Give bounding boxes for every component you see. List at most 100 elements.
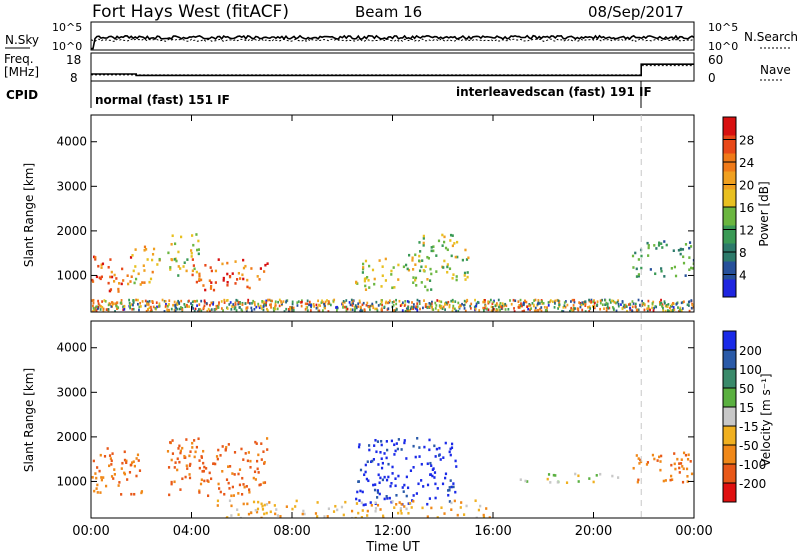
echo-cell — [691, 303, 694, 307]
echo-cell — [419, 250, 422, 253]
echo-cell — [407, 305, 409, 309]
echo-cell — [263, 270, 266, 273]
echo-cell — [361, 309, 364, 312]
power-colorbar-tick-label: 16 — [739, 201, 754, 215]
echo-cell — [143, 269, 146, 272]
echo-cell — [512, 298, 515, 302]
echo-cell — [246, 285, 249, 289]
echo-cell — [377, 304, 380, 307]
echo-cell — [451, 276, 454, 280]
echo-cell — [263, 481, 267, 484]
echo-cell — [109, 275, 112, 279]
echo-cell — [237, 492, 240, 495]
echo-cell — [97, 302, 100, 305]
echo-cell — [101, 262, 105, 266]
echo-cell — [411, 268, 415, 271]
echo-cell — [689, 460, 692, 463]
freq-tick-low: 8 — [70, 71, 78, 85]
freq-panel: Freq. [MHz] 18 8 60 0 Nave — [4, 52, 791, 85]
echo-cell — [663, 300, 666, 303]
echo-cell — [232, 303, 235, 306]
echo-cell — [205, 302, 208, 305]
echo-cell — [227, 443, 230, 446]
velocity-ylabel: Slant Range [km] — [22, 368, 36, 472]
velocity-colorbar-tick-label: 100 — [739, 363, 762, 377]
echo-cell — [384, 257, 387, 261]
nave-tick-high: 60 — [708, 53, 723, 67]
echo-cell — [436, 487, 439, 490]
echo-cell — [217, 482, 220, 486]
echo-cell — [134, 248, 137, 251]
echo-cell — [265, 437, 269, 440]
echo-cell — [195, 280, 198, 284]
echo-cell — [99, 308, 102, 311]
echo-cell — [684, 274, 687, 277]
echo-cell — [571, 298, 574, 302]
echo-cell — [259, 267, 262, 270]
echo-cell — [334, 504, 337, 508]
echo-cell — [357, 305, 360, 308]
nave-tick-low: 0 — [708, 71, 716, 85]
echo-cell — [655, 247, 658, 250]
echo-cell — [371, 268, 375, 272]
echo-cell — [150, 308, 153, 312]
echo-cell — [151, 252, 155, 256]
echo-cell — [195, 233, 198, 236]
y-tick-label: 1000 — [56, 268, 87, 282]
echo-cell — [96, 483, 99, 487]
echo-cell — [210, 301, 213, 305]
echo-cell — [263, 512, 266, 516]
echo-cell — [94, 256, 97, 259]
echo-cell — [484, 299, 486, 302]
echo-cell — [412, 305, 415, 309]
echo-cell — [399, 507, 402, 510]
echo-cell — [193, 455, 196, 459]
echo-cell — [96, 307, 99, 311]
echo-cell — [629, 303, 632, 306]
echo-cell — [653, 244, 656, 247]
y-tick-label: 4000 — [56, 135, 87, 149]
echo-cell — [682, 467, 685, 471]
echo-cell — [401, 301, 404, 305]
echo-cell — [139, 301, 142, 305]
echo-cell — [428, 279, 432, 282]
echo-cell — [681, 307, 684, 310]
echo-cell — [210, 477, 213, 481]
echo-cell — [444, 476, 447, 480]
echo-cell — [173, 258, 176, 261]
echo-cell — [221, 262, 224, 266]
cpid-label: CPID — [6, 88, 38, 102]
echo-cell — [657, 244, 661, 247]
echo-cell — [318, 303, 320, 307]
echo-cell — [418, 455, 421, 458]
echo-cell — [100, 478, 103, 482]
echo-cell — [233, 307, 236, 311]
echo-cell — [316, 515, 319, 518]
echo-cell — [554, 302, 556, 305]
echo-cell — [495, 309, 498, 312]
echo-cell — [438, 299, 441, 303]
echo-cell — [191, 446, 194, 449]
echo-cell — [127, 282, 130, 286]
echo-cell — [110, 475, 114, 478]
echo-cell — [105, 308, 108, 311]
echo-cell — [417, 482, 420, 486]
echo-cell — [547, 301, 550, 304]
echo-cell — [216, 504, 219, 507]
echo-cell — [257, 453, 260, 457]
nsky-label: N.Sky — [5, 33, 39, 47]
echo-cell — [92, 304, 94, 308]
echo-cell — [190, 255, 193, 258]
echo-cell — [364, 259, 368, 263]
echo-cell — [182, 265, 185, 268]
echo-cell — [151, 258, 154, 262]
echo-cell — [350, 516, 354, 518]
echo-cell — [547, 473, 551, 476]
echo-cell — [444, 246, 448, 250]
echo-cell — [135, 298, 138, 302]
echo-cell — [387, 301, 389, 305]
echo-cell — [121, 461, 124, 465]
echo-cell — [681, 480, 685, 484]
echo-cell — [407, 307, 409, 311]
